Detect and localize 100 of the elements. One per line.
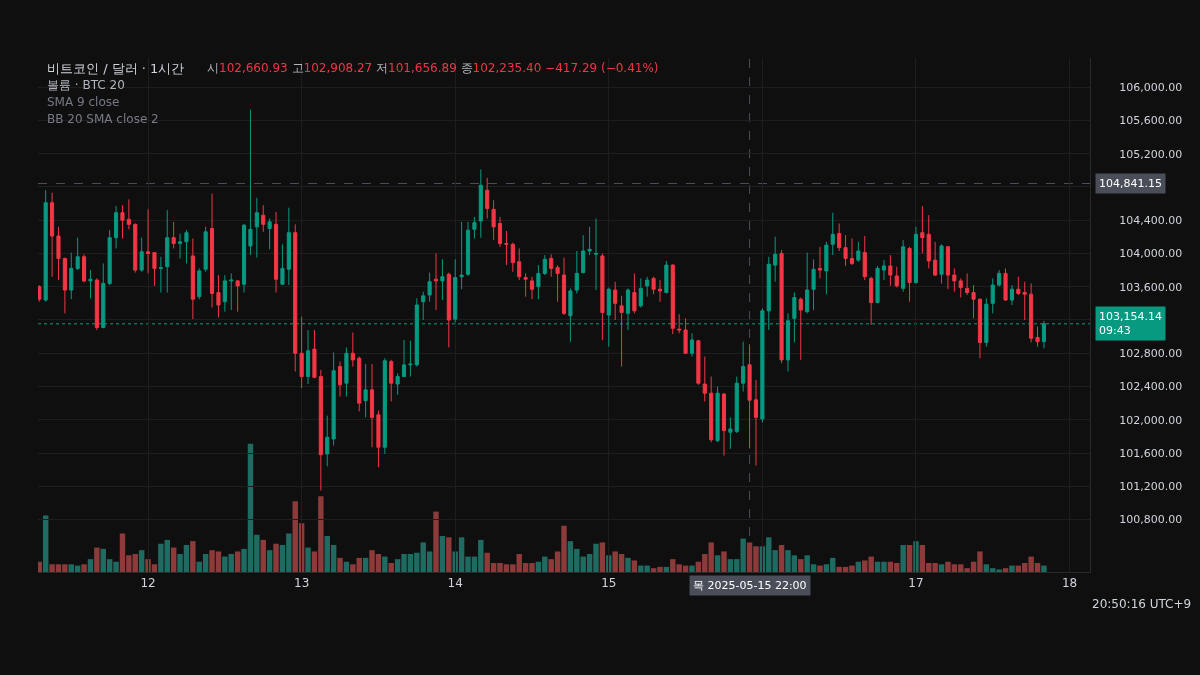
candlestick — [862, 235, 867, 281]
candlestick — [741, 341, 746, 393]
candlestick — [126, 198, 131, 230]
candlestick — [88, 269, 93, 299]
candlestick — [971, 284, 976, 319]
candlestick — [811, 258, 816, 311]
bar — [138, 550, 145, 572]
candlestick — [696, 339, 701, 386]
bar — [87, 559, 94, 572]
bar — [625, 557, 631, 572]
candlestick — [421, 291, 426, 321]
candlestick — [427, 272, 432, 303]
candlestick — [440, 258, 445, 301]
candlestick — [350, 331, 355, 368]
candlestick — [165, 209, 170, 294]
candlestick — [280, 243, 285, 286]
candlestick — [574, 250, 579, 294]
y-tick-label: 100,800.00 — [1119, 513, 1183, 527]
bar — [190, 541, 196, 572]
candlestick — [82, 253, 87, 284]
candlestick — [293, 223, 298, 373]
candlestick — [491, 199, 496, 241]
bar — [606, 555, 612, 572]
candlestick — [235, 279, 240, 313]
x-tick-label: 17 — [908, 576, 924, 591]
candlestick — [433, 252, 439, 311]
candlestick — [798, 297, 803, 361]
candlestick — [715, 386, 720, 443]
candlestick — [325, 415, 330, 467]
y-tick-label: 105,600.00 — [1119, 114, 1183, 128]
candlestick — [638, 277, 643, 309]
candlestick — [881, 259, 887, 281]
candlestick — [683, 317, 688, 355]
candlestick — [318, 369, 323, 491]
candlestick — [619, 295, 624, 368]
candlestick — [395, 372, 400, 396]
bar — [94, 547, 100, 572]
bar — [1041, 565, 1047, 572]
candlestick — [926, 214, 931, 269]
candlestick — [485, 177, 490, 220]
candlestick — [888, 254, 893, 287]
candlestick — [702, 356, 707, 402]
candlestick — [581, 234, 586, 274]
candlestick — [779, 249, 784, 364]
candlestick — [389, 359, 394, 402]
candlestick — [600, 252, 605, 341]
y-tick-label: 102,800.00 — [1119, 347, 1183, 361]
candlestick — [43, 189, 48, 303]
candlestick — [312, 329, 317, 379]
candlestick — [901, 239, 906, 293]
candlestick — [203, 226, 208, 273]
candlestick — [965, 272, 970, 296]
candlestick — [190, 237, 195, 320]
candlestick — [472, 216, 477, 239]
candlestick — [414, 297, 419, 368]
candlestick — [197, 267, 202, 300]
bar — [631, 560, 638, 572]
bar — [170, 547, 177, 572]
candlestick — [933, 241, 938, 277]
candlestick — [990, 277, 995, 314]
candlestick — [670, 263, 675, 335]
candlestick — [139, 237, 144, 273]
candlestick — [939, 243, 944, 284]
candlestick — [75, 237, 80, 271]
candlestick — [593, 218, 599, 291]
candlestick — [465, 221, 471, 277]
candlestick — [913, 226, 919, 284]
candlestick — [837, 223, 842, 252]
candlestick — [56, 226, 61, 281]
candlestick — [363, 363, 368, 418]
candlestick — [286, 207, 291, 286]
y-tick-label: 106,000.00 — [1119, 80, 1183, 94]
candlestick — [1009, 284, 1014, 306]
bar — [798, 559, 804, 572]
bar — [778, 545, 785, 572]
candlestick — [401, 339, 407, 378]
candlestick — [728, 416, 733, 450]
candlestick — [952, 267, 957, 293]
candlestick — [561, 257, 567, 316]
candlestick — [1022, 281, 1027, 321]
candlestick — [875, 265, 880, 304]
candlestick — [632, 272, 637, 314]
bar — [714, 555, 721, 572]
candlestick — [817, 246, 823, 279]
y-tick-label: 104,400.00 — [1119, 214, 1183, 228]
candlestick — [664, 260, 669, 294]
candlestick — [229, 272, 234, 311]
candlestick — [497, 216, 503, 248]
candlestick — [216, 274, 221, 318]
chart-subtitle: 시102,660.93 고102,908.27 저101,656.89 종102,235.40 −417.29 (−0.41%) — [207, 61, 659, 75]
candlestick — [120, 204, 125, 239]
candlestick — [734, 376, 739, 434]
y-tick-label: 102,000.00 — [1119, 413, 1183, 427]
candlestick — [446, 272, 451, 348]
bar — [362, 557, 369, 572]
candlestick — [69, 252, 74, 300]
candlestick — [869, 276, 874, 326]
candlestick — [62, 257, 67, 314]
bar — [721, 551, 727, 572]
annotation: SMA 9 close — [47, 95, 120, 109]
